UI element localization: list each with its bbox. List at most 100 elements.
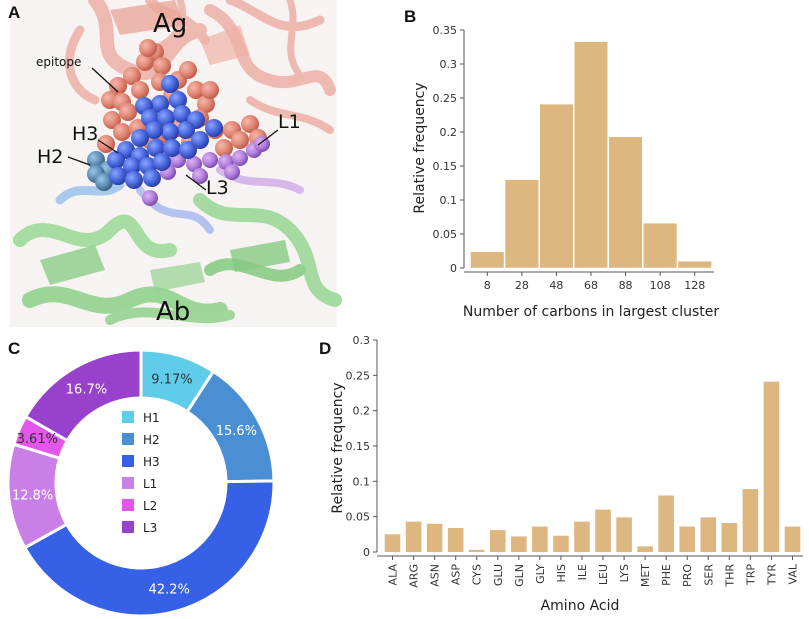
h3-sphere (143, 169, 161, 187)
epitope-label: epitope (36, 55, 81, 69)
chart-d-x-tick-label: GLN (513, 564, 526, 587)
epitope-sphere (113, 123, 131, 141)
chart-b-y-tick-label: 0.2 (440, 126, 458, 139)
chart-d-x-tick-label: CYS (471, 564, 484, 585)
chart-d-x-tick-label: MET (639, 564, 652, 587)
antigen-sheet-arrow (110, 0, 185, 35)
chart-d-y-tick-label: 0 (363, 546, 370, 559)
chart-d-x-tick-label: GLY (534, 564, 547, 584)
chart-d-x-tick-label: VAL (786, 563, 799, 584)
chart-d-x-tick-label: HIS (555, 564, 568, 583)
h3-label: H3 (72, 123, 98, 145)
chart-d-x-tick-label: PHE (660, 564, 673, 586)
donut-legend: H1 H2 H3 L1 L2 L3 (122, 411, 160, 535)
chart-d-x-tick-label: ASP (450, 564, 463, 586)
aa-bar-ala (384, 534, 401, 552)
h3-sphere (157, 109, 175, 127)
chart-b-y-tick-label: 0.1 (440, 194, 458, 207)
chart-d-x-tick-label: THR (723, 564, 736, 588)
chart-d-x-tick-label: ALA (387, 564, 400, 586)
antibody-sheet-arrow (150, 262, 205, 292)
aa-bar-val (784, 526, 801, 552)
chart-b-y-tick-label: 0.15 (433, 160, 458, 173)
histogram-bar-128 (677, 260, 712, 269)
h3-sphere (179, 141, 197, 159)
legend-swatch-l3 (122, 521, 134, 533)
h3-sphere (151, 95, 169, 113)
legend-label-l3: L3 (143, 521, 157, 535)
chart-b-x-tick-label: 68 (584, 279, 598, 292)
h2-sphere (95, 173, 113, 191)
legend-label-l1: L1 (143, 477, 157, 491)
legend-label-h2: H2 (143, 433, 160, 447)
light-chain-sphere (254, 136, 270, 152)
l3-leader-line (185, 174, 207, 191)
h2-label: H2 (37, 146, 63, 168)
light-chain-sphere (232, 150, 248, 166)
h3-sphere (163, 139, 181, 157)
panel-letter-b: B (404, 7, 416, 26)
histogram-bar-28 (504, 179, 539, 269)
aa-bar-glu (489, 530, 506, 552)
h3-sphere (147, 139, 165, 157)
h3-sphere (109, 167, 127, 185)
light-chain-sphere (192, 168, 208, 184)
histogram-bar-8 (470, 251, 505, 269)
ag-label: Ag (153, 9, 187, 39)
aa-bar-leu (595, 509, 611, 552)
aa-bar-asn (426, 523, 443, 552)
chart-b-x-tick-label: 8 (484, 279, 491, 292)
aa-bar-ser (700, 517, 717, 552)
chart-b-y-tick-label: 0.3 (440, 58, 458, 71)
light-chain-sphere (186, 156, 202, 172)
chart-d-x-tick-label: TYR (765, 564, 778, 586)
epitope-sphere (201, 81, 219, 99)
donut-value-label-h1: 9.17% (151, 372, 192, 387)
chart-b-y-tick-label: 0.05 (433, 228, 458, 241)
epitope-sphere (136, 53, 154, 71)
aa-bar-gly (532, 526, 548, 552)
h2-sphere (87, 151, 105, 169)
carbon-histogram: Relative frequency Number of carbons in … (412, 24, 719, 320)
chart-b-x-tick-label: 108 (650, 279, 671, 292)
h3-leader-line (97, 139, 119, 154)
legend-swatch-h1 (122, 411, 134, 423)
epitope-leader-line (91, 67, 119, 93)
h3-sphere (107, 151, 125, 169)
epitope-sphere (97, 135, 115, 153)
h3-sphere (169, 91, 187, 109)
aa-bar-tyr (763, 381, 780, 552)
aa-bar-phe (658, 495, 674, 552)
aa-bar-pro (679, 526, 696, 552)
chart-d-y-tick-label: 0.15 (346, 440, 371, 453)
antigen-sheet-arrow (200, 25, 250, 65)
donut-value-label-h3: 42.2% (149, 582, 190, 597)
donut-slice-l3 (23, 348, 143, 443)
panel-a-structure: Ag Ab epitope H3 H2 L1 L3 (10, 0, 342, 327)
h3-sphere (161, 123, 179, 141)
chart-d-x-tick-label: GLU (492, 564, 505, 586)
histogram-bar-48 (539, 103, 574, 269)
aa-bar-met (637, 546, 653, 552)
h3-sphere (161, 75, 179, 93)
chart-d-y-tick-label: 0.25 (346, 369, 371, 382)
chart-d-xlabel: Amino Acid (541, 598, 620, 614)
chart-b-y-tick-label: 0.25 (433, 92, 458, 105)
donut-value-label-l2: 3.61% (17, 432, 58, 447)
chart-d-x-tick-label: ARG (408, 564, 421, 588)
chart-b-y-tick-label: 0 (450, 262, 457, 275)
panel-letter-d: D (319, 339, 331, 358)
h2-leader-line (67, 156, 91, 166)
legend-label-h3: H3 (143, 455, 160, 469)
chart-b-x-tick-label: 48 (549, 279, 563, 292)
epitope-sphere (131, 81, 149, 99)
legend-label-h1: H1 (143, 411, 160, 425)
epitope-sphere (139, 39, 157, 57)
aa-bar-gln (511, 536, 527, 552)
h3-sphere (205, 119, 223, 137)
chart-d-x-tick-label: TRP (744, 564, 757, 586)
light-chain-sphere (202, 152, 218, 168)
legend-label-l2: L2 (143, 499, 157, 513)
donut-slice-h3 (22, 479, 276, 618)
